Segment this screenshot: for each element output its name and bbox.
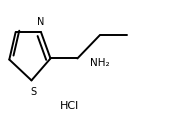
Text: S: S (30, 87, 36, 97)
Text: N: N (37, 17, 45, 27)
Text: HCl: HCl (60, 101, 79, 111)
Text: NH₂: NH₂ (90, 58, 109, 68)
